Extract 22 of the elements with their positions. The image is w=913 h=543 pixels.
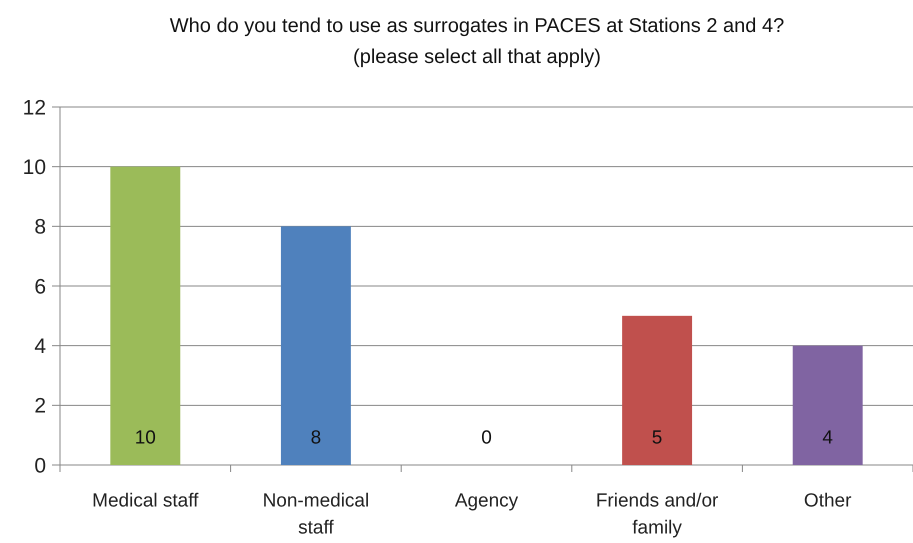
y-tick-label: 10 [22,156,46,180]
y-tick-label: 12 [22,96,46,120]
x-tick-label: Medical staff [92,490,200,512]
y-tick-label: 4 [34,335,46,358]
x-tick-label: Non-medical staff [262,490,370,538]
bar [622,316,692,465]
y-tick-label: 6 [34,275,46,298]
data-label: 0 [481,428,492,449]
bar [110,166,180,465]
data-label: 8 [310,428,322,449]
y-tick-label: 8 [34,216,46,239]
x-tick-label: Other [804,490,852,512]
x-tick-label: Friends and/or family [596,490,720,538]
x-tick-label: Agency [454,490,519,512]
y-tick-label: 0 [34,454,46,478]
data-label: 10 [134,428,156,449]
y-tick-label: 2 [34,394,46,418]
bar [792,346,863,465]
bar [280,226,351,465]
data-label: 5 [652,428,662,449]
data-label: 4 [822,428,834,449]
chart-title: Who do you tend to use as surrogates in PACES at Stations 2 and 4? (please select all that apply) [170,15,784,68]
